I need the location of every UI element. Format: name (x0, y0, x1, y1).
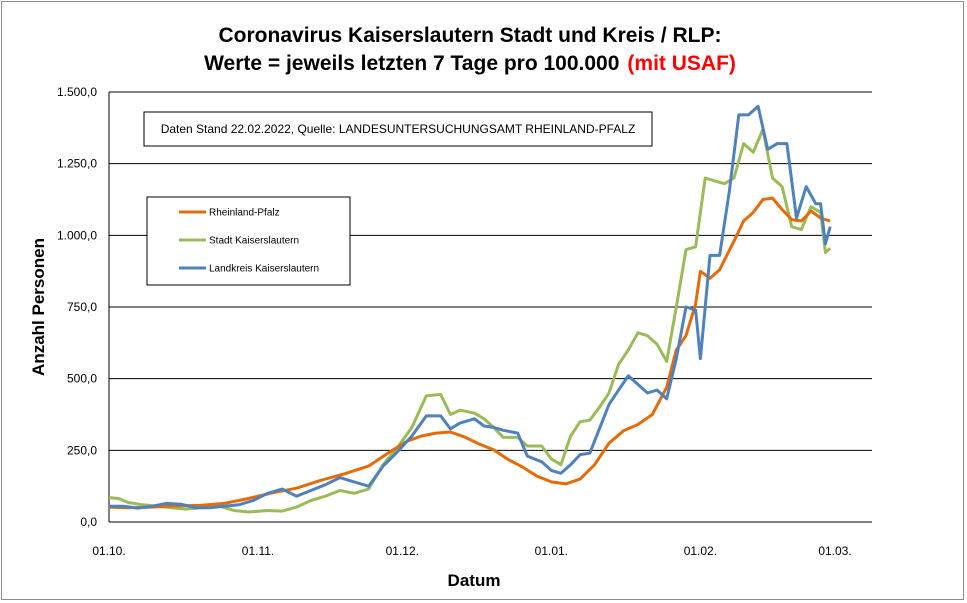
y-tick-label: 1.000,0 (57, 228, 97, 242)
x-tick-label: 01.11. (242, 544, 274, 558)
x-tick-label: 01.12. (386, 544, 419, 558)
legend: Rheinland-Pfalz Stadt Kaiserslautern Landk… (146, 196, 351, 286)
note-text: Daten Stand 22.02.2022, Quelle: LANDESUN… (161, 122, 636, 136)
chart-title-line2: Werte = jeweils letzten 7 Tage pro 100.0… (204, 52, 736, 75)
x-tick-label: 01.03. (818, 544, 851, 558)
series-line-2 (109, 104, 832, 510)
x-tick-label: 01.10. (92, 544, 125, 558)
note-box-border (143, 111, 653, 147)
series-lines (108, 104, 832, 514)
chart-title-main: Werte = jeweils letzten 7 Tage pro 100.0… (204, 52, 619, 75)
x-axis-title: Datum (448, 571, 501, 590)
y-tick-label: 1.500,0 (57, 85, 97, 99)
legend-items: Rheinland-Pfalz Stadt Kaiserslautern Landk… (179, 208, 319, 275)
series-line-1 (108, 127, 832, 514)
legend-label: Landkreis Kaiserslautern (209, 264, 319, 275)
y-tick-label: 1.250,0 (57, 157, 97, 171)
y-tick-label: 250,0 (67, 443, 97, 457)
x-axis-ticks: 01.10. 01.11. 01.12. 01.01. 01.02. 01.03. (92, 544, 851, 558)
y-axis-ticks: 0,0 250,0 500,0 750,0 1.000,0 1.250,0 1.500,0 (57, 85, 97, 529)
legend-label: Stadt Kaiserslautern (209, 236, 299, 247)
series-line-0 (108, 196, 831, 510)
x-tick-label: 01.01. (535, 544, 568, 558)
note-box: Daten Stand 22.02.2022, Quelle: LANDESUN… (143, 111, 653, 147)
chart-title-highlight: (mit USAF) (627, 52, 736, 75)
x-tick-label: 01.02. (684, 544, 717, 558)
chart-title-line1: Coronavirus Kaiserslautern Stadt und Kre… (219, 24, 722, 47)
y-tick-label: 500,0 (67, 372, 97, 386)
y-axis-title: Anzahl Personen (29, 238, 48, 376)
gridlines (108, 91, 872, 523)
y-tick-label: 0,0 (80, 515, 97, 529)
y-tick-label: 750,0 (67, 300, 97, 314)
legend-label: Rheinland-Pfalz (209, 208, 280, 219)
